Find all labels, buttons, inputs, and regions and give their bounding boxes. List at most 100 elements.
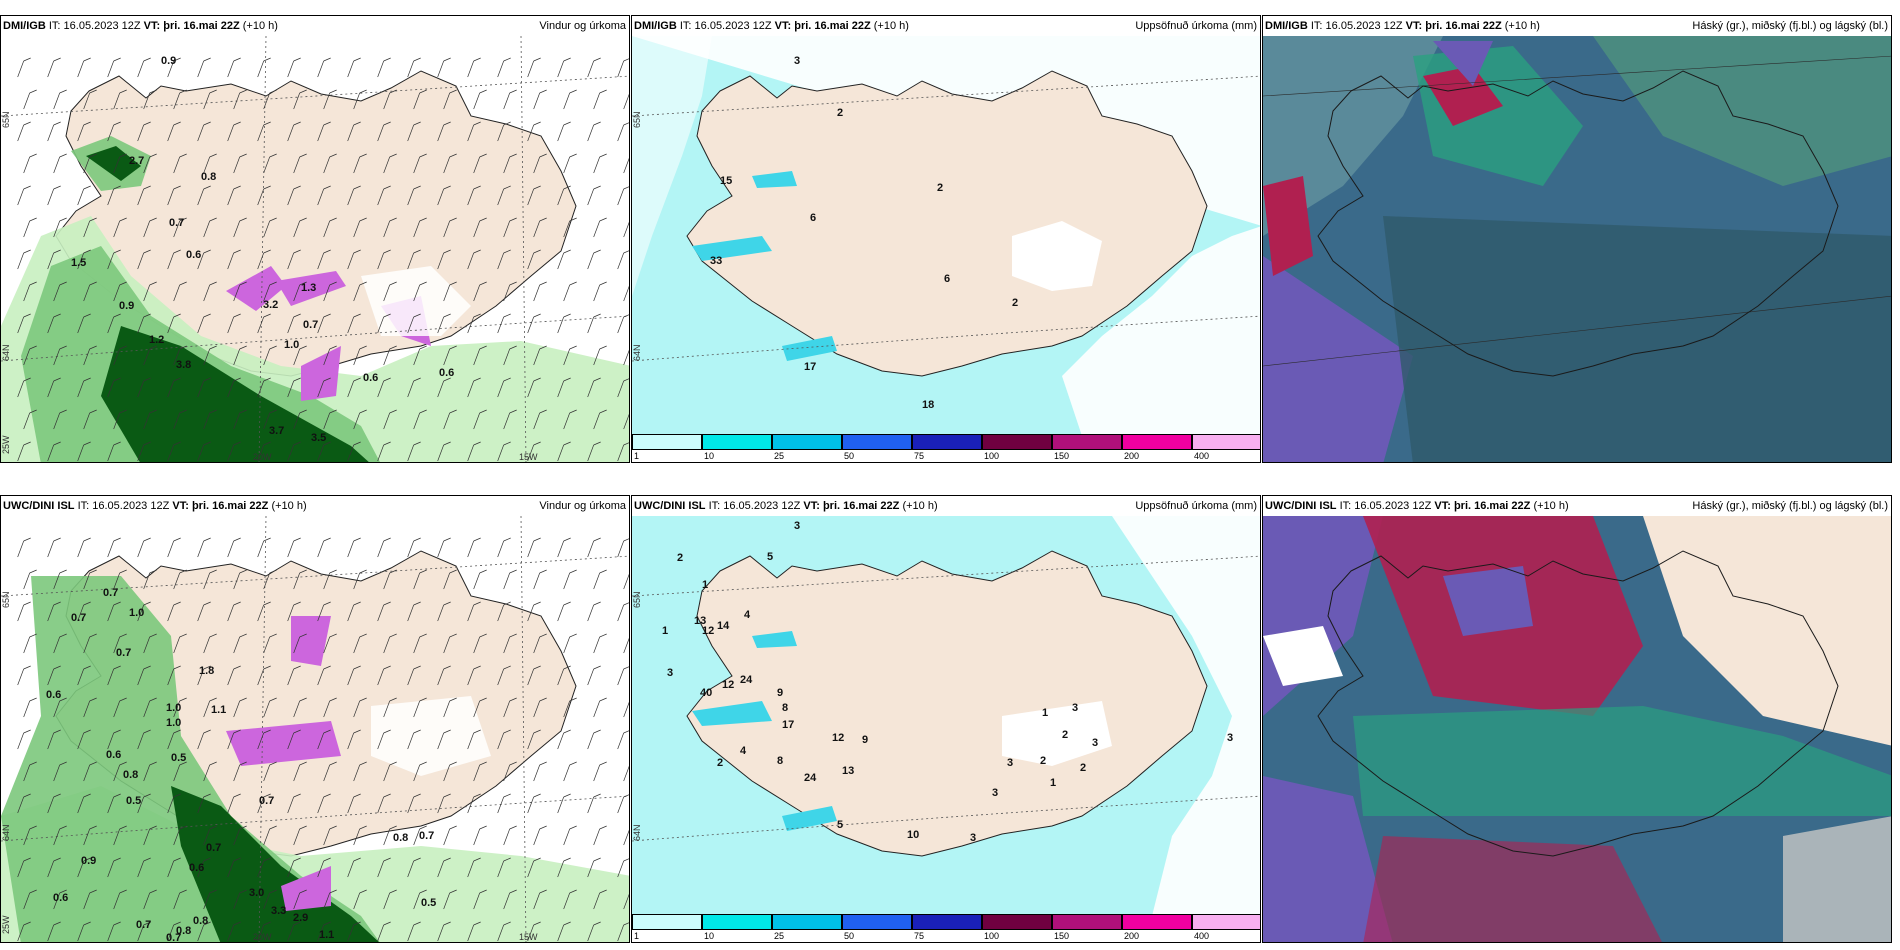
wind-barb xyxy=(587,441,601,462)
wind-barb xyxy=(557,793,571,814)
wind-barb xyxy=(323,153,337,174)
wind-barb xyxy=(233,409,247,430)
wind-barb xyxy=(353,697,367,718)
wind-barb xyxy=(437,249,451,270)
wind-barb xyxy=(233,889,247,910)
wind-barb xyxy=(167,185,181,206)
wind-barb xyxy=(143,761,157,782)
valid-time: þri. 16.mai 22Z xyxy=(1453,500,1531,512)
colorbar-label: 50 xyxy=(844,931,855,941)
panel-title: Háský (gr.), miðský (fj.bl.) og lágský (… xyxy=(1692,20,1888,32)
wind-barb xyxy=(143,153,157,174)
clear-sky-ne xyxy=(1643,516,1891,746)
wind-barb xyxy=(47,793,61,814)
model-name: DMI/IGB xyxy=(1265,20,1308,32)
wind-barb xyxy=(623,221,629,238)
wind-barb xyxy=(473,281,487,302)
wind-barb xyxy=(467,377,481,398)
wind-barb xyxy=(437,441,451,462)
colorbar-swatch xyxy=(1122,434,1192,450)
wind-barb xyxy=(53,569,67,590)
wind-barb xyxy=(497,441,511,462)
wind-barb xyxy=(503,345,517,366)
precip-value: 12 xyxy=(722,679,734,691)
wind-barb xyxy=(317,857,331,878)
wind-barb xyxy=(167,57,181,78)
wind-barb xyxy=(107,537,121,558)
wind-barb xyxy=(53,825,67,846)
wind-barb xyxy=(293,217,307,238)
wind-barb xyxy=(497,921,511,942)
wind-barb xyxy=(467,121,481,142)
wind-barb xyxy=(473,569,487,590)
wind-barb xyxy=(17,377,31,398)
wind-barb xyxy=(527,665,541,686)
wind-barb xyxy=(257,665,271,686)
precip-value: 5 xyxy=(837,819,843,831)
iceland-landmass xyxy=(686,70,1208,377)
precip-value: 13 xyxy=(842,765,854,777)
wind-barb xyxy=(107,377,121,398)
precip-value: 0.9 xyxy=(119,300,134,312)
wind-barb xyxy=(173,345,187,366)
wind-barb xyxy=(377,377,391,398)
wind-barb xyxy=(173,633,187,654)
wind-barb xyxy=(293,633,307,654)
wind-barb xyxy=(497,793,511,814)
wind-barb xyxy=(23,633,37,654)
map-area: 3 2 5 1 13 14 12 4 3 1 24 40 12 9 8 17 1… xyxy=(632,516,1260,942)
wind-barb xyxy=(23,89,37,110)
wind-barb xyxy=(107,249,121,270)
wind-barb xyxy=(197,57,211,78)
graticule xyxy=(1,36,629,462)
init-time: 16.05.2023 12Z xyxy=(63,20,141,32)
precip-moderate xyxy=(1,576,380,942)
wind-barb xyxy=(563,889,577,910)
wind-barb xyxy=(533,217,547,238)
wind-barb xyxy=(467,249,481,270)
wind-barb xyxy=(143,697,157,718)
precip-value: 18 xyxy=(922,399,934,411)
wind-barb xyxy=(467,57,481,78)
wind-barb xyxy=(587,665,601,686)
wind-barb xyxy=(473,633,487,654)
wind-barb xyxy=(197,857,211,878)
wind-barb xyxy=(317,57,331,78)
precip-values: 3 2 5 1 13 14 12 4 3 1 24 40 12 9 8 17 1… xyxy=(662,520,1233,844)
wind-barb xyxy=(203,697,217,718)
colorbar-swatch xyxy=(912,434,982,450)
cloud-convective-2 xyxy=(1263,176,1313,276)
wind-barb xyxy=(203,217,217,238)
wind-barb xyxy=(323,825,337,846)
colorbar-swatch xyxy=(1192,914,1260,930)
wind-barb xyxy=(497,249,511,270)
precip-value: 1.0 xyxy=(284,339,299,351)
snow-free-area xyxy=(371,696,491,776)
wind-barb xyxy=(593,633,607,654)
wind-barb xyxy=(407,857,421,878)
lead-time: (+10 h) xyxy=(902,500,938,512)
valid-time: þri. 16.mai 22Z xyxy=(191,500,269,512)
precip-value: 2 xyxy=(1080,762,1086,774)
wind-barb xyxy=(293,89,307,110)
wind-barb xyxy=(17,537,31,558)
wind-barb xyxy=(383,697,397,718)
wind-barb xyxy=(137,729,151,750)
wind-barb xyxy=(383,409,397,430)
cloud-low-band xyxy=(1353,706,1891,816)
wind-barb xyxy=(287,857,301,878)
wind-barb xyxy=(317,793,331,814)
wind-barb xyxy=(347,601,361,622)
precip-value: 17 xyxy=(782,719,794,731)
wind-barb xyxy=(527,601,541,622)
wind-barb xyxy=(23,569,37,590)
valid-label: VT: xyxy=(172,500,189,512)
wind-barb xyxy=(263,409,277,430)
colorbar-label: 1 xyxy=(634,931,640,941)
snow-area-1 xyxy=(226,721,341,766)
wind-barb xyxy=(323,697,337,718)
dry-area-se xyxy=(1012,221,1102,291)
precip-value: 1 xyxy=(1042,707,1048,719)
colorbar-label: 25 xyxy=(774,451,785,461)
wind-barb xyxy=(197,441,211,462)
